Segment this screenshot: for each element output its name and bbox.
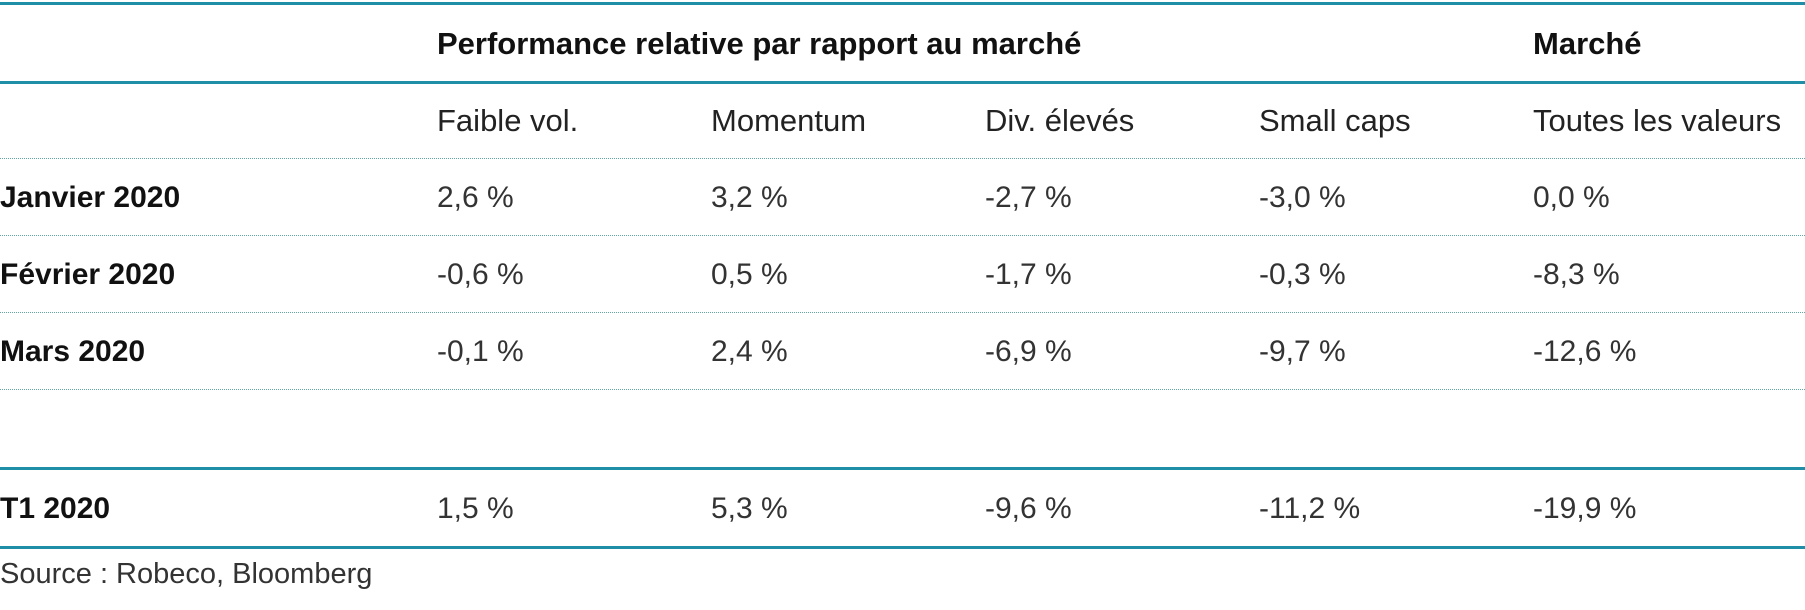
source-note: Source : Robeco, Bloomberg [0, 558, 373, 590]
table-cell: -6,9 % [985, 335, 1072, 368]
row-divider [0, 389, 1805, 390]
table-cell: 2,6 % [437, 181, 514, 214]
row-divider [0, 158, 1805, 159]
table-cell: -9,6 % [985, 492, 1072, 525]
column-header-low-vol: Faible vol. [437, 103, 579, 138]
table-cell: -3,0 % [1259, 181, 1346, 214]
header-rule [0, 81, 1805, 84]
table-cell: 1,5 % [437, 492, 514, 525]
table-cell: 0,0 % [1533, 181, 1610, 214]
total-bottom-rule [0, 546, 1805, 549]
row-divider [0, 312, 1805, 313]
table-cell: -0,6 % [437, 258, 524, 291]
table-cell: 3,2 % [711, 181, 788, 214]
top-rule [0, 2, 1805, 5]
row-label-march: Mars 2020 [0, 335, 146, 368]
table-cell: -2,7 % [985, 181, 1072, 214]
column-header-momentum: Momentum [711, 103, 867, 138]
row-label-january: Janvier 2020 [0, 181, 181, 214]
table-cell: -12,6 % [1533, 335, 1637, 368]
column-header-small-caps: Small caps [1259, 103, 1411, 138]
table-cell: -9,7 % [1259, 335, 1346, 368]
group-header-market: Marché [1533, 26, 1642, 61]
column-header-high-dividend: Div. élevés [985, 103, 1135, 138]
table-cell: -8,3 % [1533, 258, 1620, 291]
table-cell: 2,4 % [711, 335, 788, 368]
column-header-all-stocks: Toutes les valeurs [1533, 103, 1782, 138]
table-cell: -11,2 % [1259, 492, 1361, 525]
table-cell: -19,9 % [1533, 492, 1637, 525]
row-label-february: Février 2020 [0, 258, 176, 291]
table-cell: -0,1 % [437, 335, 524, 368]
table-cell: -1,7 % [985, 258, 1072, 291]
table-cell: 0,5 % [711, 258, 788, 291]
row-label-q1-total: T1 2020 [0, 492, 111, 525]
row-divider [0, 235, 1805, 236]
total-top-rule [0, 467, 1805, 470]
table-cell: 5,3 % [711, 492, 788, 525]
table-cell: -0,3 % [1259, 258, 1346, 291]
group-header-relative-performance: Performance relative par rapport au marc… [437, 26, 1082, 61]
